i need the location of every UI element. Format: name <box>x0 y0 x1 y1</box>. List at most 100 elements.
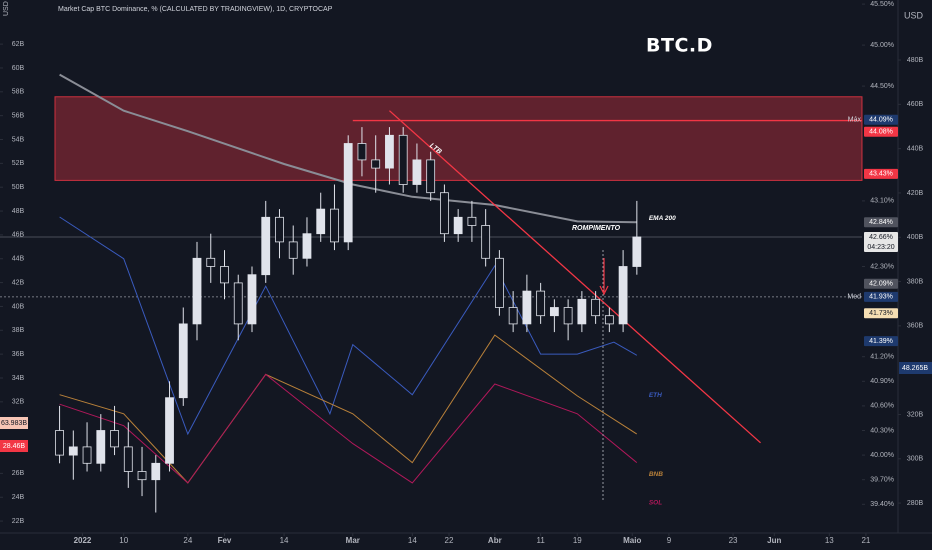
chart-title: BTC.D <box>646 35 713 57</box>
series-label: BNB <box>649 471 663 478</box>
candle-body <box>440 192 449 235</box>
breakout-label: ROMPIMENTO <box>572 225 621 232</box>
candle-body <box>453 216 463 235</box>
price-badge-tag: Med <box>847 294 861 301</box>
price-badge <box>864 231 898 252</box>
y2-tick-label: 24B <box>12 494 25 501</box>
candle-body <box>604 315 614 325</box>
y-tick-label: 45.00% <box>870 42 894 49</box>
left-badge-label: 28.46B <box>3 443 26 450</box>
candle-body <box>288 241 298 259</box>
price-badge-label: 42.09% <box>869 281 893 288</box>
price-badge-label: 41.93% <box>869 294 893 301</box>
series-label: SOL <box>649 499 662 506</box>
series-label: EMA 200 <box>649 215 676 222</box>
x-tick-label: 21 <box>861 536 870 545</box>
y-tick-label: 39.70% <box>870 477 894 484</box>
x-tick-label: 11 <box>536 536 545 545</box>
candle-body <box>618 266 628 325</box>
price-badge <box>864 308 898 319</box>
y2-tick-label: 48B <box>12 208 25 215</box>
candle-body <box>247 274 257 325</box>
price-badge-label: 42.84% <box>869 219 893 226</box>
price-badge-label: 43.43% <box>869 171 893 178</box>
x-tick-label: Fev <box>218 536 232 545</box>
y3-tick-label: 420B <box>907 190 924 197</box>
candle-body <box>220 266 229 284</box>
y3-tick-label: 300B <box>907 456 924 463</box>
arrow-head <box>599 285 609 296</box>
candle-body <box>343 143 353 243</box>
price-badge <box>864 291 898 302</box>
candle-body <box>412 159 422 185</box>
series-line <box>59 216 638 436</box>
y3-tick-label: 440B <box>907 145 924 152</box>
left-badge <box>0 417 28 429</box>
candle-body <box>398 134 408 185</box>
series-line <box>59 373 638 484</box>
right-badge-label: 48.265B <box>902 365 928 372</box>
y2-tick-label: 50B <box>12 184 25 191</box>
candle-body <box>577 298 587 325</box>
y-tick-label: 43.10% <box>870 198 894 205</box>
y-tick-label: 42.30% <box>870 263 894 270</box>
candle-body <box>385 134 394 169</box>
candle-body <box>96 430 106 464</box>
currency-right: USD <box>904 10 924 20</box>
y2-tick-label: 38B <box>12 327 25 334</box>
right-badge <box>899 362 932 374</box>
x-tick-label: Abr <box>488 536 502 545</box>
y3-tick-label: 400B <box>907 234 924 241</box>
candle-body <box>632 236 642 267</box>
y2-tick-label: 40B <box>12 303 25 310</box>
y2-tick-label: 32B <box>12 399 25 406</box>
price-badge-label: 44.09% <box>869 117 893 124</box>
y-tick-label: 41.20% <box>870 354 894 361</box>
candle-body <box>536 290 546 317</box>
y2-tick-label: 42B <box>12 279 25 286</box>
y2-tick-label: 58B <box>12 89 25 96</box>
price-badge-label: 41.73% <box>869 310 893 317</box>
x-tick-label: Maio <box>623 536 641 545</box>
y2-tick-label: 56B <box>12 113 25 120</box>
y-tick-label: 40.90% <box>870 378 894 385</box>
candle-body <box>549 307 559 317</box>
candle-body <box>137 471 147 481</box>
series-label: ETH <box>649 392 662 399</box>
candle-body <box>302 233 312 259</box>
candle-body <box>316 208 326 235</box>
x-tick-label: 24 <box>183 536 192 545</box>
price-badge <box>864 217 898 228</box>
y2-tick-label: 26B <box>12 470 25 477</box>
y2-tick-label: 60B <box>12 65 25 72</box>
y-tick-label: 44.50% <box>870 83 894 90</box>
y3-tick-label: 360B <box>907 323 924 330</box>
header: Market Cap BTC Dominance, % (CALCULATED … <box>58 6 333 13</box>
x-tick-label: 22 <box>445 536 454 545</box>
currency-left: USD <box>3 1 10 16</box>
candle-body <box>178 323 188 399</box>
x-tick-label: 10 <box>119 536 128 545</box>
x-tick-label: 13 <box>825 536 834 545</box>
candle-body <box>261 216 271 276</box>
price-badge <box>864 126 898 137</box>
x-tick-label: 9 <box>667 536 672 545</box>
y3-tick-label: 380B <box>907 278 924 285</box>
candle-body <box>467 216 477 226</box>
x-tick-label: 14 <box>408 536 417 545</box>
candle-body <box>68 446 78 456</box>
y3-tick-label: 480B <box>907 57 924 64</box>
resistance-zone <box>54 96 863 181</box>
candle-body <box>508 307 518 325</box>
y2-tick-label: 34B <box>12 375 25 382</box>
candle-body <box>275 216 284 243</box>
price-badge-tag: Máx <box>848 117 862 124</box>
x-tick-label: 2022 <box>74 536 92 545</box>
candle-body <box>522 290 532 325</box>
price-badge-label: 42.66% <box>869 234 893 241</box>
candle-body <box>481 225 491 259</box>
candle-body <box>371 159 381 169</box>
y2-tick-label: 44B <box>12 256 25 263</box>
